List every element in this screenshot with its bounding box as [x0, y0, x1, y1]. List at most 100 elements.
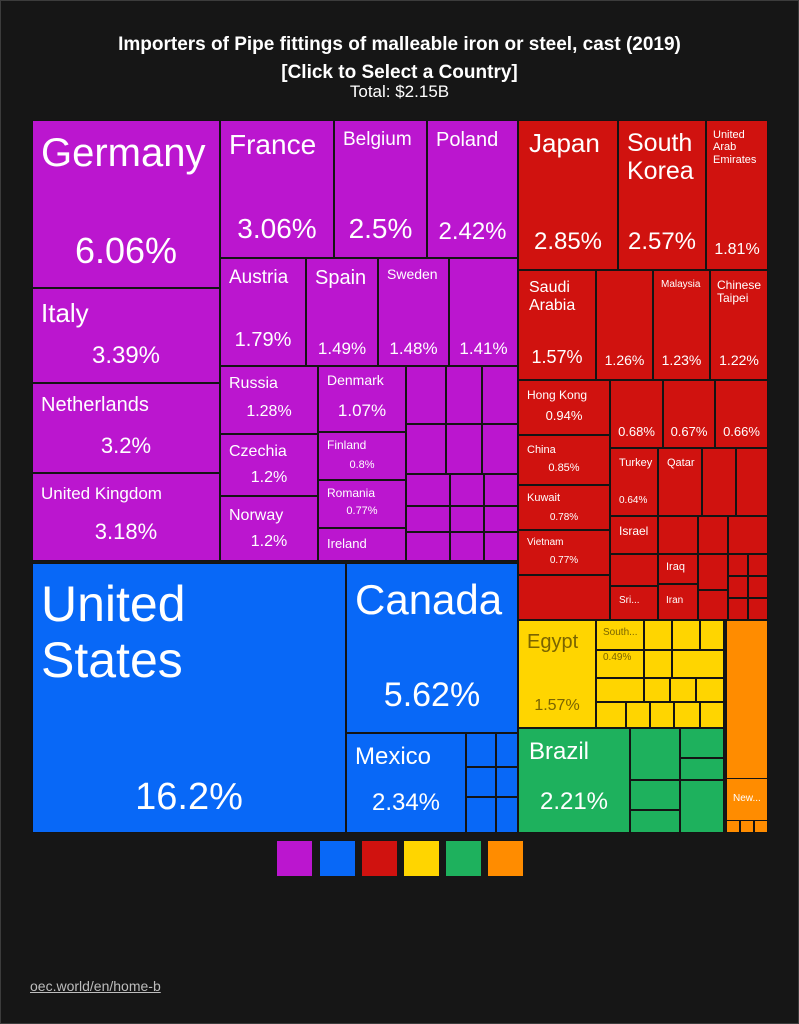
tile-other-small[interactable] [482, 424, 518, 474]
tile-brazil[interactable]: Brazil 2.21% [518, 728, 630, 833]
tile-netherlands[interactable]: Netherlands 3.2% [32, 383, 220, 473]
tile-czechia[interactable]: Czechia 1.2% [220, 434, 318, 496]
tile-other[interactable]: 0.66% [715, 380, 768, 448]
tile-other-small[interactable] [610, 554, 658, 586]
tile-other-small[interactable] [728, 554, 748, 576]
tile-other-small[interactable] [596, 702, 626, 728]
tile-other-small[interactable] [450, 532, 484, 561]
tile-other-small[interactable] [658, 516, 698, 554]
tile-other-small[interactable] [644, 650, 672, 678]
tile-other[interactable]: 0.67% [663, 380, 715, 448]
tile-russia[interactable]: Russia 1.28% [220, 366, 318, 434]
tile-other-small[interactable] [700, 620, 724, 650]
tile-other-small[interactable] [450, 474, 484, 506]
tile-other-small[interactable] [630, 728, 680, 780]
tile-norway[interactable]: Norway 1.2% [220, 496, 318, 561]
tile-united-arab-emirates[interactable]: United Arab Emirates 1.81% [706, 120, 768, 270]
tile-other-small[interactable] [726, 820, 740, 833]
tile-other-small[interactable] [670, 678, 696, 702]
tile-other-small[interactable] [496, 767, 518, 797]
tile-other-small[interactable] [596, 678, 644, 702]
tile-other-small[interactable] [650, 702, 674, 728]
tile-other-small[interactable] [496, 797, 518, 833]
tile-qatar[interactable]: Qatar [658, 448, 702, 516]
tile-ireland[interactable]: Ireland [318, 528, 406, 561]
tile-other-small[interactable] [518, 575, 610, 620]
select-country-prompt[interactable]: [Click to Select a Country] [281, 62, 518, 83]
tile-poland[interactable]: Poland 2.42% [427, 120, 518, 258]
tile-canada[interactable]: Canada 5.62% [346, 563, 518, 733]
tile-other-small[interactable] [698, 554, 728, 590]
legend-swatch-africa[interactable] [404, 841, 439, 876]
tile-other-small[interactable] [680, 728, 724, 758]
tile-malaysia[interactable]: Malaysia 1.23% [653, 270, 710, 380]
tile-other-small[interactable] [740, 820, 754, 833]
tile-other-small[interactable] [482, 366, 518, 424]
tile-other-small[interactable] [702, 448, 736, 516]
tile-sweden[interactable]: Sweden 1.48% [378, 258, 449, 366]
tile-other-small[interactable] [748, 576, 768, 598]
tile-chinese-taipei[interactable]: Chinese Taipei 1.22% [710, 270, 768, 380]
tile-other[interactable]: 0.68% [610, 380, 663, 448]
tile-other-small[interactable] [748, 598, 768, 620]
tile-other-small[interactable] [698, 590, 728, 620]
tile-other-small[interactable] [728, 516, 768, 554]
tile-finland[interactable]: Finland 0.8% [318, 432, 406, 480]
tile-new[interactable]: New... [726, 778, 768, 822]
tile-romania[interactable]: Romania 0.77% [318, 480, 406, 528]
tile-other-small[interactable] [728, 598, 748, 620]
tile-other-small[interactable] [672, 620, 700, 650]
source-link[interactable]: oec.world/en/home-b [30, 978, 161, 994]
tile-austria[interactable]: Austria 1.79% [220, 258, 306, 366]
tile-other-small[interactable] [484, 506, 518, 532]
tile-saudi-arabia[interactable]: Saudi Arabia 1.57% [518, 270, 596, 380]
legend-swatch-europe[interactable] [277, 841, 312, 876]
tile-other-small[interactable] [728, 576, 748, 598]
tile-other-small[interactable] [496, 733, 518, 767]
tile-other-small[interactable] [700, 702, 724, 728]
legend-swatch-asia[interactable] [362, 841, 397, 876]
tile-israel[interactable]: Israel [610, 516, 658, 554]
legend-swatch-north-america[interactable] [320, 841, 355, 876]
tile-iraq[interactable]: Iraq [658, 554, 698, 584]
tile-other-small[interactable] [698, 516, 728, 554]
tile-other[interactable]: 1.26% [596, 270, 653, 380]
tile-iran[interactable]: Iran [658, 584, 698, 620]
tile-south-korea[interactable]: South Korea 2.57% [618, 120, 706, 270]
tile-other-small[interactable] [630, 810, 680, 833]
tile-egypt[interactable]: Egypt 1.57% [518, 620, 596, 728]
tile-other-small[interactable] [446, 424, 482, 474]
legend-swatch-oceania[interactable] [488, 841, 523, 876]
tile-other-small[interactable] [484, 474, 518, 506]
tile-other-small[interactable] [736, 448, 768, 516]
tile-china[interactable]: China 0.85% [518, 435, 610, 485]
tile-sri[interactable]: Sri... [610, 586, 658, 620]
tile-other-small[interactable] [406, 366, 446, 424]
tile-other-small[interactable] [680, 780, 724, 833]
tile-turkey[interactable]: Turkey 0.64% [610, 448, 658, 516]
tile-other-small[interactable] [644, 620, 672, 650]
tile-other-small[interactable] [674, 702, 700, 728]
tile-italy[interactable]: Italy 3.39% [32, 288, 220, 383]
tile-other-small[interactable] [406, 424, 446, 474]
tile-other-small[interactable] [696, 678, 724, 702]
tile-other-small[interactable] [466, 733, 496, 767]
tile-other-small[interactable] [406, 506, 450, 532]
tile-other-small[interactable] [406, 474, 450, 506]
tile-other-small[interactable] [680, 758, 724, 780]
tile-germany[interactable]: Germany 6.06% [32, 120, 220, 288]
tile-belgium[interactable]: Belgium 2.5% [334, 120, 427, 258]
tile-denmark[interactable]: Denmark 1.07% [318, 366, 406, 432]
tile-other-small[interactable] [450, 506, 484, 532]
tile-other-small[interactable] [748, 554, 768, 576]
tile-other-small[interactable] [644, 678, 670, 702]
tile-france[interactable]: France 3.06% [220, 120, 334, 258]
tile-other[interactable]: 1.41% [449, 258, 518, 366]
tile-japan[interactable]: Japan 2.85% [518, 120, 618, 270]
tile-other-small[interactable] [484, 532, 518, 561]
tile-other-small[interactable] [672, 650, 724, 678]
tile-other-small[interactable] [630, 780, 680, 810]
tile-united-states[interactable]: United States 16.2% [32, 563, 346, 833]
tile-other-small[interactable] [466, 797, 496, 833]
tile-spain[interactable]: Spain 1.49% [306, 258, 378, 366]
